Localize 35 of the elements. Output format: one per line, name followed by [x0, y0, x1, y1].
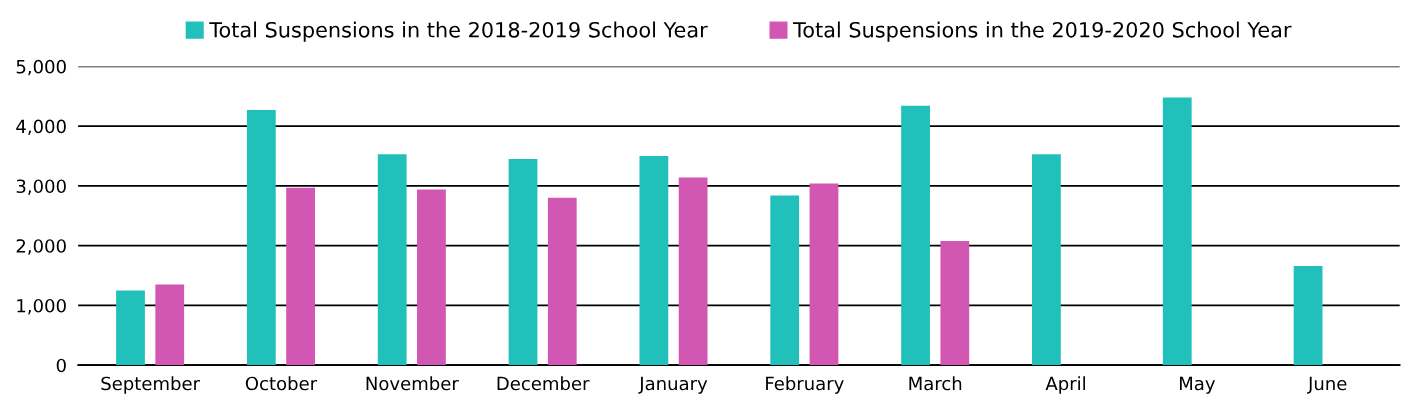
y-tick-label: 1,000 [17, 298, 66, 315]
bar [547, 197, 577, 366]
bar [1162, 97, 1192, 366]
y-tick-label: 3,000 [16, 179, 66, 195]
x-tick-label: October [245, 376, 318, 391]
bar [678, 177, 708, 366]
bar [639, 156, 669, 366]
y-tick-label: 2,000 [16, 239, 66, 255]
x-tick-label: January [638, 376, 708, 394]
bar [809, 183, 839, 366]
x-tick-label: September [101, 376, 201, 394]
bar [377, 154, 407, 366]
bar [1293, 266, 1323, 366]
x-tick-label: February [766, 376, 844, 394]
x-tick-label: April [1045, 376, 1085, 394]
bar [940, 240, 970, 366]
legend-label: Total Suspensions in the 2018-2019 School Year [209, 21, 708, 42]
x-tick-label: May [1179, 376, 1215, 394]
y-tick-label: 5,000 [16, 59, 66, 76]
bar [286, 187, 315, 366]
bar [155, 284, 185, 366]
bar [1032, 154, 1061, 366]
x-tick-label: June [1307, 376, 1347, 394]
legend-label: Total Suspensions in the 2019-2020 School Year [793, 21, 1292, 42]
bar [246, 110, 276, 366]
x-tick-label: December [497, 376, 590, 391]
bar [770, 195, 800, 366]
bar [508, 159, 538, 366]
y-tick-label: 0 [56, 358, 66, 373]
bar [901, 105, 930, 366]
bar [417, 189, 446, 366]
x-tick-label: March [909, 376, 962, 391]
x-tick-label: November [366, 376, 459, 391]
y-tick-label: 4,000 [16, 119, 66, 136]
bar [116, 290, 145, 366]
